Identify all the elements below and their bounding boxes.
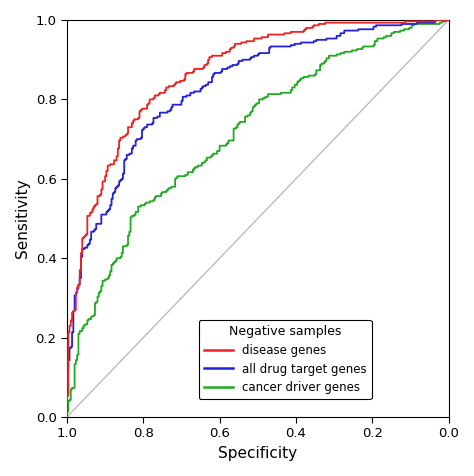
X-axis label: Specificity: Specificity — [218, 446, 297, 461]
Y-axis label: Sensitivity: Sensitivity — [15, 178, 30, 258]
Legend: disease genes, all drug target genes, cancer driver genes: disease genes, all drug target genes, ca… — [199, 320, 372, 399]
